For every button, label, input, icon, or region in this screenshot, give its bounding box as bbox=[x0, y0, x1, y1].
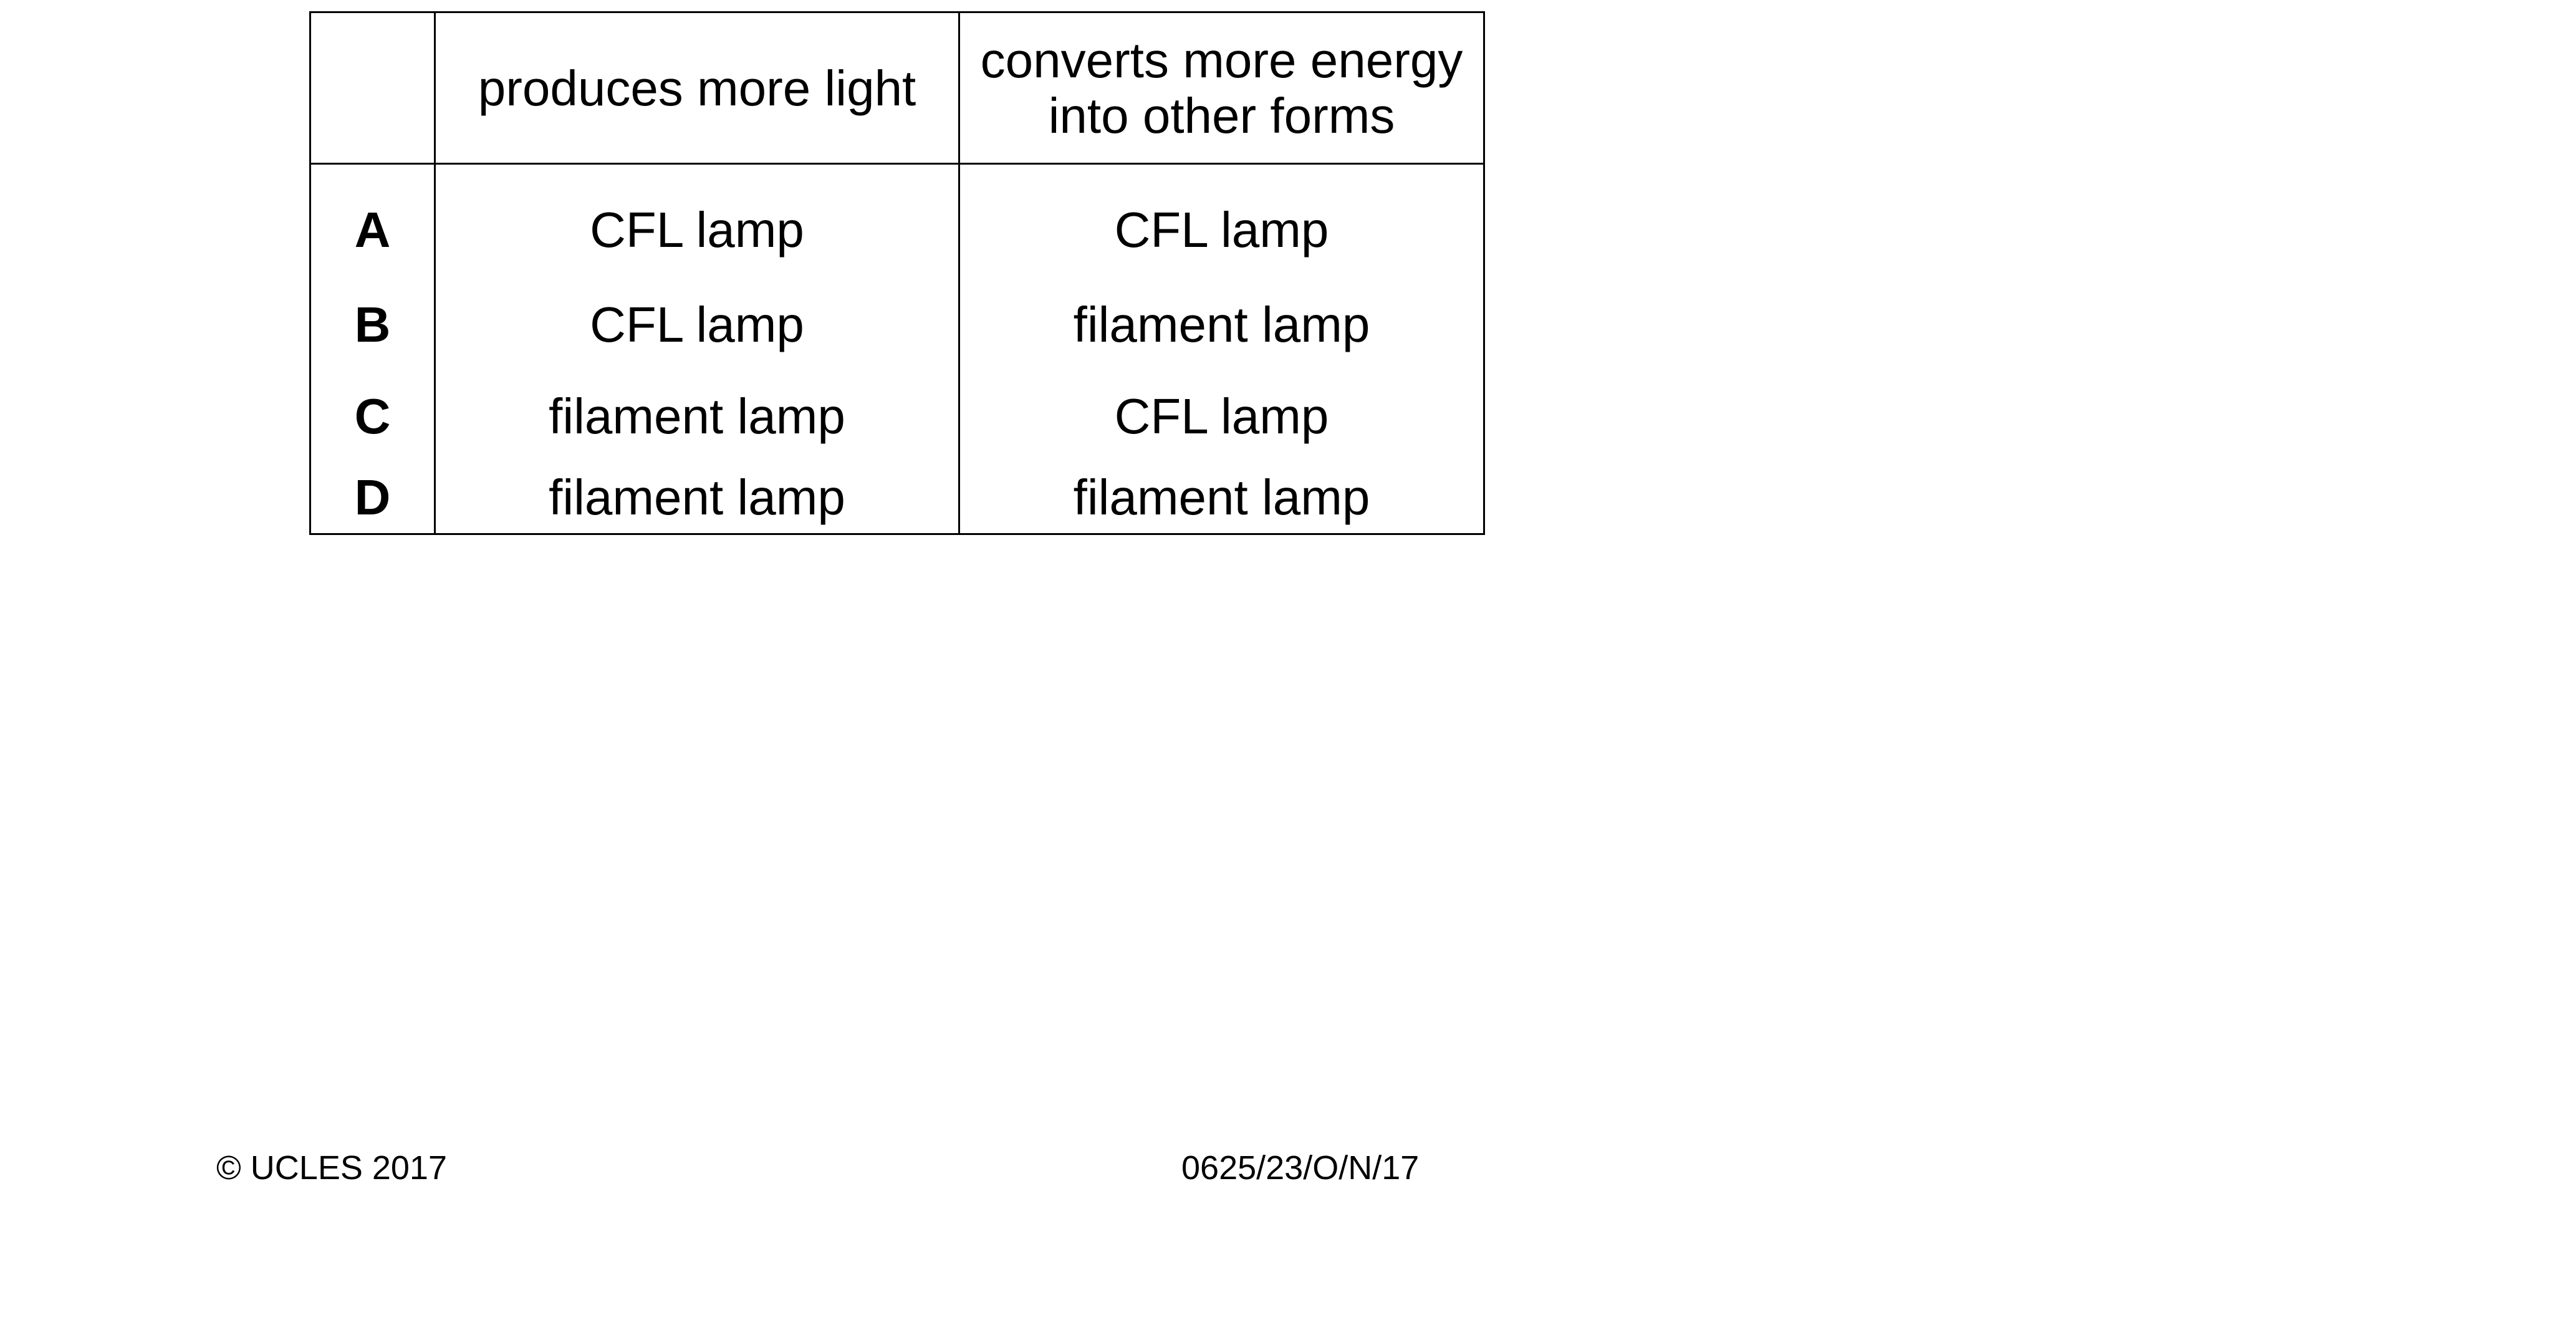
table-header-row: produces more light converts more energy… bbox=[309, 11, 1485, 165]
energy-cell: filament lamp bbox=[958, 462, 1485, 535]
energy-cell: filament lamp bbox=[958, 279, 1485, 371]
option-letter: C bbox=[309, 370, 436, 463]
light-cell: CFL lamp bbox=[434, 163, 960, 279]
option-letter: D bbox=[309, 462, 436, 535]
energy-cell: CFL lamp bbox=[958, 163, 1485, 279]
table-row: A CFL lamp CFL lamp bbox=[309, 163, 1485, 279]
light-cell: CFL lamp bbox=[434, 279, 960, 371]
option-letter: A bbox=[309, 163, 436, 279]
energy-cell: CFL lamp bbox=[958, 370, 1485, 463]
table-row: D filament lamp filament lamp bbox=[309, 462, 1485, 535]
header-produces-more-light: produces more light bbox=[434, 11, 960, 165]
light-cell: filament lamp bbox=[434, 370, 960, 463]
table-row: B CFL lamp filament lamp bbox=[309, 279, 1485, 371]
table-row: C filament lamp CFL lamp bbox=[309, 370, 1485, 463]
header-blank-cell bbox=[309, 11, 436, 165]
copyright-footer: © UCLES 2017 bbox=[216, 1149, 447, 1187]
light-cell: filament lamp bbox=[434, 462, 960, 535]
answer-options-table: produces more light converts more energy… bbox=[309, 11, 1485, 535]
option-letter: B bbox=[309, 279, 436, 371]
paper-code-footer: 0625/23/O/N/17 bbox=[1181, 1149, 1420, 1187]
header-converts-more-energy: converts more energy into other forms bbox=[958, 11, 1485, 165]
